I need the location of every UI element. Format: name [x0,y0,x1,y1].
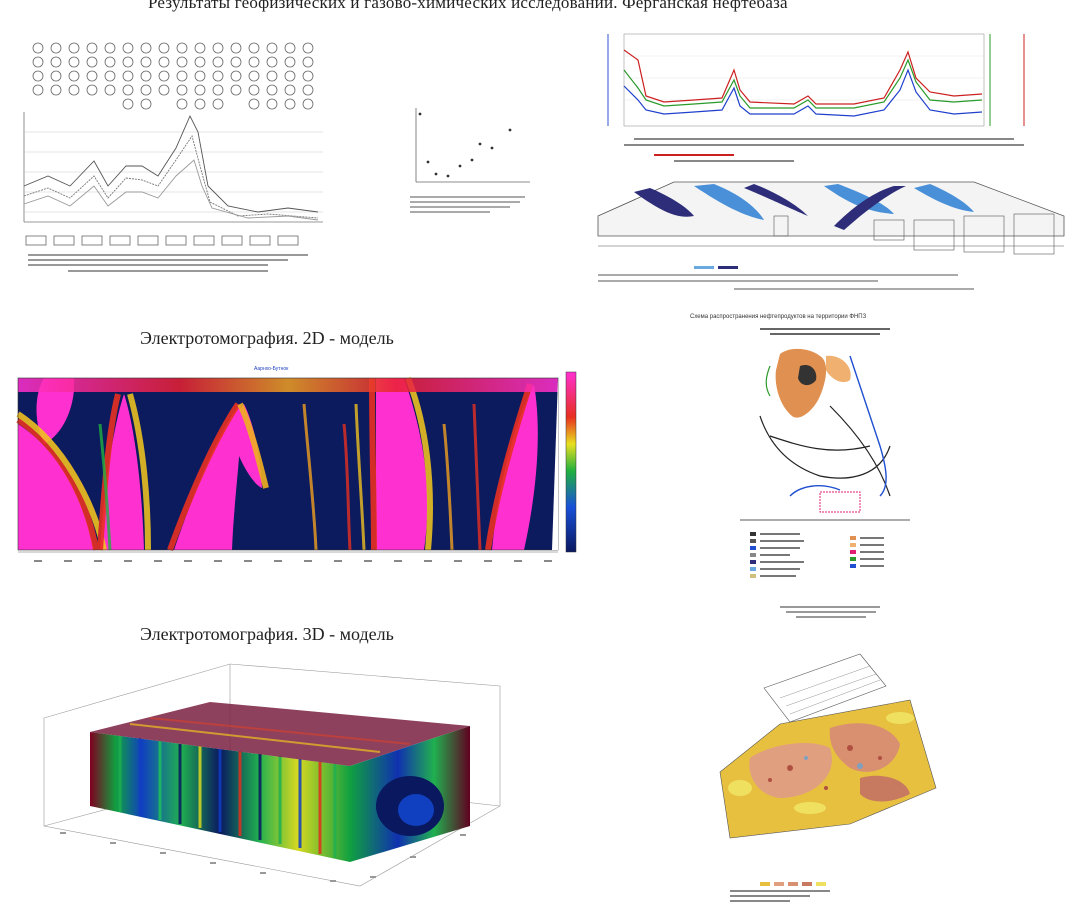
tomo2d-title: Электротомография. 2D - модель [140,328,394,348]
tomo2d-plot-label: Аарнхо-Бутнок [254,366,289,372]
contamination-map [730,326,920,626]
tomo3d-title: Электротомография. 3D - модель [140,624,394,644]
geological-section [594,176,1068,296]
map-title: Схема распространения нефтепродуктов на … [690,314,867,320]
geological-map-drawing [719,653,937,902]
scatter-plot [410,108,530,213]
gas-chemistry-plot [23,42,323,272]
page-title: Результаты геофизических и газово-химиче… [148,0,788,12]
gas-chemistry-figure [8,36,328,286]
contamination-map-drawing [740,328,910,618]
tomo3d-model [43,663,501,887]
scatter-figure [400,100,540,220]
gas-profile-plot [607,33,1025,162]
tomo2d-figure: Аарнхо-Бутнок [4,364,582,574]
tomo2d-model: Аарнхо-Бутнок [16,366,577,562]
tomo3d-figure [30,656,510,896]
gas-profile-figure [594,30,1064,168]
geological-map [710,648,940,910]
cross-section-drawing [597,181,1065,290]
